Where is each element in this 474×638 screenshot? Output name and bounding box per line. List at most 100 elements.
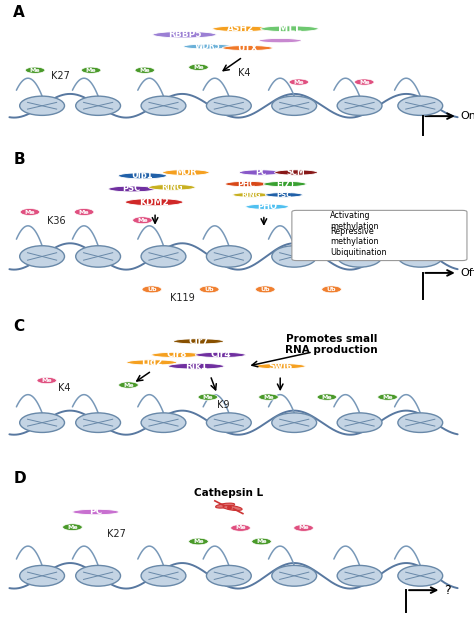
Ellipse shape <box>76 565 120 586</box>
Circle shape <box>198 394 218 400</box>
Text: PHC: PHC <box>237 179 255 188</box>
Text: Me: Me <box>193 65 204 70</box>
Text: PSC: PSC <box>123 184 141 193</box>
Text: Ulp1: Ulp1 <box>132 171 153 181</box>
Ellipse shape <box>20 96 64 115</box>
Ellipse shape <box>233 193 270 197</box>
Text: PSC: PSC <box>276 192 292 198</box>
Ellipse shape <box>239 170 282 175</box>
Text: Clr8: Clr8 <box>166 350 187 359</box>
Ellipse shape <box>76 246 120 267</box>
FancyBboxPatch shape <box>292 211 467 260</box>
Ellipse shape <box>163 170 209 175</box>
Text: Lid2: Lid2 <box>141 358 163 367</box>
Ellipse shape <box>109 186 155 192</box>
Ellipse shape <box>261 26 319 32</box>
Text: ASH2: ASH2 <box>227 24 254 33</box>
Circle shape <box>37 377 56 383</box>
Text: Me: Me <box>298 526 309 530</box>
Text: A: A <box>13 5 25 20</box>
Text: Me: Me <box>202 394 213 399</box>
Text: C: C <box>13 319 24 334</box>
Ellipse shape <box>207 96 251 115</box>
Text: K27: K27 <box>51 71 70 81</box>
Circle shape <box>304 249 324 256</box>
Text: ?: ? <box>444 584 450 597</box>
Ellipse shape <box>151 352 202 357</box>
Text: KDM2: KDM2 <box>139 198 169 207</box>
Circle shape <box>63 524 82 531</box>
Ellipse shape <box>337 565 382 586</box>
Text: RING: RING <box>161 183 182 192</box>
Ellipse shape <box>225 181 268 187</box>
Text: Swi6: Swi6 <box>268 362 292 371</box>
Text: PC: PC <box>89 507 102 517</box>
Text: K36: K36 <box>47 216 65 225</box>
Text: Me: Me <box>67 524 78 530</box>
Ellipse shape <box>76 96 120 115</box>
Ellipse shape <box>246 204 289 209</box>
Text: Me: Me <box>137 218 148 223</box>
Circle shape <box>118 382 138 388</box>
Ellipse shape <box>398 96 443 115</box>
Text: Clr4: Clr4 <box>210 350 231 359</box>
Ellipse shape <box>118 173 167 179</box>
Ellipse shape <box>207 413 251 433</box>
Ellipse shape <box>207 565 251 586</box>
Ellipse shape <box>127 360 177 365</box>
Ellipse shape <box>20 246 64 267</box>
Ellipse shape <box>337 96 382 115</box>
Text: RBBP5: RBBP5 <box>168 30 201 39</box>
Circle shape <box>294 524 313 531</box>
Text: Me: Me <box>86 68 96 73</box>
Text: Me: Me <box>359 80 370 85</box>
Circle shape <box>133 217 152 224</box>
Text: Me: Me <box>309 234 319 239</box>
Text: Me: Me <box>321 394 332 399</box>
Text: Me: Me <box>79 209 90 214</box>
Text: K4: K4 <box>58 383 71 393</box>
Text: Cathepsin L: Cathepsin L <box>194 488 264 498</box>
Ellipse shape <box>272 565 317 586</box>
Text: Ub: Ub <box>261 287 270 292</box>
Text: K27: K27 <box>108 529 127 538</box>
Text: Promotes small
RNA production: Promotes small RNA production <box>285 334 378 355</box>
Text: K27: K27 <box>327 221 346 230</box>
Circle shape <box>82 67 101 73</box>
Ellipse shape <box>212 26 269 32</box>
Text: Ub: Ub <box>327 287 337 292</box>
Circle shape <box>317 394 337 400</box>
Ellipse shape <box>207 246 251 267</box>
Ellipse shape <box>76 413 120 433</box>
Text: Ub: Ub <box>204 287 214 292</box>
Circle shape <box>20 209 40 216</box>
Text: Ub: Ub <box>147 287 156 292</box>
Text: SCM: SCM <box>287 168 305 177</box>
Circle shape <box>301 215 320 222</box>
Text: Me: Me <box>139 68 150 73</box>
Ellipse shape <box>20 565 64 586</box>
Text: Ub: Ub <box>310 250 319 255</box>
Ellipse shape <box>337 246 382 267</box>
Circle shape <box>200 286 219 293</box>
Circle shape <box>252 538 271 545</box>
Text: Me: Me <box>263 394 274 399</box>
Ellipse shape <box>73 509 119 515</box>
Text: Clr7: Clr7 <box>188 337 209 346</box>
Ellipse shape <box>195 352 246 357</box>
Ellipse shape <box>398 413 443 433</box>
Circle shape <box>25 67 45 73</box>
Text: K4: K4 <box>238 68 251 78</box>
Circle shape <box>304 218 324 225</box>
Text: Me: Me <box>30 68 40 73</box>
Text: K9: K9 <box>217 399 230 410</box>
Text: E(Z): E(Z) <box>276 179 294 188</box>
Text: Repressive
methylation: Repressive methylation <box>330 227 379 246</box>
Text: Me: Me <box>41 378 52 383</box>
Text: Me: Me <box>123 383 134 387</box>
Circle shape <box>304 234 324 240</box>
Ellipse shape <box>183 44 232 49</box>
Text: WDR5: WDR5 <box>195 42 221 51</box>
Text: Off: Off <box>460 268 474 278</box>
Ellipse shape <box>264 181 306 187</box>
